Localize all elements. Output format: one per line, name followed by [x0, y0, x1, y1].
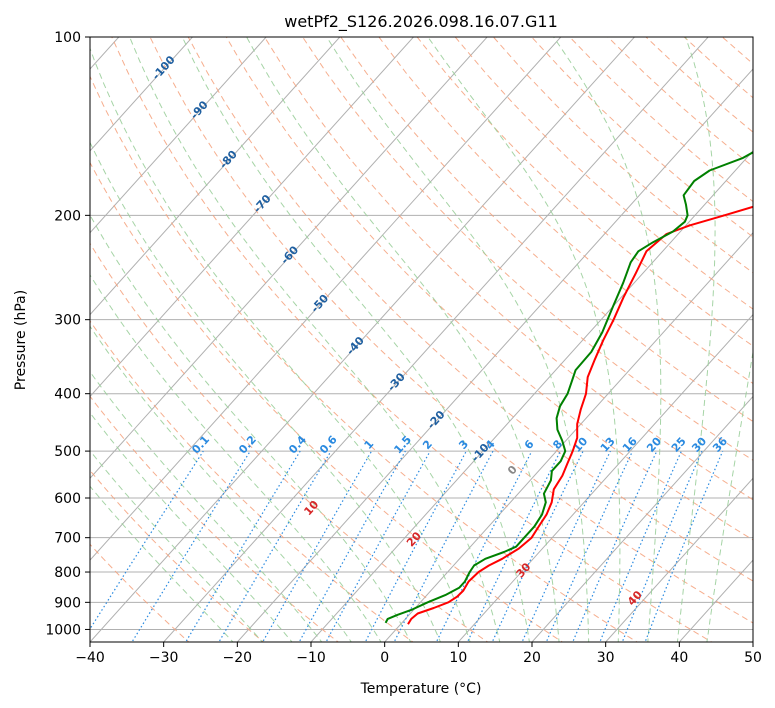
- isotherm-line: [531, 395, 753, 642]
- isotherm-line: [457, 313, 753, 642]
- mixing-ratio-line: [491, 450, 584, 642]
- y-tick-label: 300: [54, 313, 81, 329]
- isotherm-line: [90, 37, 488, 480]
- isotherm-line: [90, 37, 194, 152]
- moist-adiabat-line: [129, 37, 501, 642]
- isotherm-line: [90, 37, 341, 316]
- dry-adiabat-line: [264, 37, 753, 501]
- dry-adiabat-line: [111, 37, 713, 642]
- moist-adiabat-line: [90, 46, 471, 642]
- sounding-series: [384, 151, 753, 625]
- isotherm-line: [383, 231, 753, 642]
- dry-adiabat-line: [90, 320, 414, 642]
- moist-adiabat-line: [90, 449, 264, 642]
- x-tick-label: −20: [223, 650, 253, 666]
- isotherms: [90, 37, 753, 642]
- x-tick-label: 50: [744, 650, 762, 666]
- mixing-ratio-lines: [90, 450, 724, 642]
- y-tick-label: 500: [54, 444, 81, 460]
- dry-adiabat-line: [90, 242, 489, 642]
- moist-adiabat-line: [181, 37, 530, 642]
- isotherm-line: [90, 37, 267, 234]
- mixing-ratio-line: [599, 450, 682, 642]
- x-tick-label: −40: [75, 650, 105, 666]
- x-tick-label: −10: [296, 650, 326, 666]
- mixing-ratio-line: [131, 450, 251, 642]
- y-tick-label: 200: [54, 208, 81, 224]
- y-tick-label: 700: [54, 531, 81, 547]
- y-axis-ticks: 1000 900 800 700 600 500 400 300 200 100: [45, 30, 90, 638]
- y-tick-label: 100: [54, 30, 81, 46]
- y-tick-label: 600: [54, 491, 81, 507]
- isotherm-line: [90, 37, 562, 561]
- x-tick-label: −30: [149, 650, 179, 666]
- dry-adiabat-line: [416, 37, 753, 347]
- x-tick-label: 0: [380, 650, 389, 666]
- x-axis-label: Temperature (°C): [360, 681, 482, 697]
- mixing-ratio-line: [621, 450, 703, 642]
- dry-adiabats: [90, 37, 753, 642]
- plot-area: -100-90-80-70-60-50-40-30-20-100.1 0.2 0.4…: [90, 37, 753, 642]
- isotherm-line: [90, 37, 415, 398]
- mixing-ratio-line: [521, 450, 611, 642]
- dry-adiabat-line: [149, 37, 753, 624]
- y-tick-label: 400: [54, 387, 81, 403]
- dry-adiabat-line: [90, 469, 265, 642]
- isotherm-line: [90, 37, 636, 642]
- mixing-ratio-line: [218, 450, 332, 642]
- dry-adiabat-line: [90, 75, 638, 642]
- mixing-ratio-line: [644, 450, 724, 642]
- mixing-ratio-line: [90, 450, 204, 631]
- isotherm-line: [604, 477, 753, 642]
- dry-adiabat-line: [90, 161, 564, 642]
- chart-title: wetPf2_S126.2026.098.16.07.G11: [284, 12, 558, 32]
- moist-adiabat-line: [90, 214, 412, 642]
- x-axis-ticks: −40 −30 −20 −10 0 10 20 30 40 50: [75, 642, 762, 666]
- dry-adiabat-line: [340, 37, 753, 423]
- moist-adiabat-line: [90, 411, 293, 642]
- moist-adiabat-line: [326, 37, 590, 642]
- dry-adiabat-line: [302, 37, 753, 461]
- y-axis-label: Pressure (hPa): [13, 290, 29, 390]
- y-tick-label: 900: [54, 595, 81, 611]
- dry-adiabat-line: [90, 395, 339, 642]
- moist-adiabat-line: [90, 141, 441, 642]
- moist-adiabats: [90, 37, 753, 642]
- pressure-gridlines: [90, 37, 753, 630]
- x-tick-label: 20: [523, 650, 541, 666]
- isotherm-line: [162, 37, 709, 642]
- y-tick-label: 800: [54, 565, 81, 581]
- moist-adiabat-line: [706, 349, 753, 642]
- y-tick-label: 1000: [45, 622, 81, 638]
- moist-adiabat-line: [553, 37, 662, 642]
- isotherm-line: [310, 150, 753, 642]
- isotherm-line: [236, 68, 753, 642]
- plot-frame: [89, 36, 754, 643]
- moist-adiabat-line: [90, 325, 352, 642]
- x-tick-label: 40: [670, 650, 688, 666]
- moist-adiabat-line: [427, 37, 621, 642]
- x-tick-label: 30: [597, 650, 615, 666]
- dewpoint-profile-line: [384, 151, 753, 624]
- dry-adiabat-line: [378, 37, 753, 385]
- moist-adiabat-line: [676, 37, 716, 642]
- temperature-profile-line: [407, 205, 753, 625]
- mixing-ratio-line: [364, 450, 467, 642]
- moist-adiabat-line: [90, 485, 234, 642]
- moist-adiabat-line: [90, 274, 382, 642]
- moist-adiabat-line: [246, 37, 560, 642]
- x-tick-label: 10: [449, 650, 467, 666]
- moist-adiabat-line: [90, 370, 323, 642]
- mixing-ratio-line: [393, 450, 494, 642]
- dry-adiabat-line: [90, 543, 190, 642]
